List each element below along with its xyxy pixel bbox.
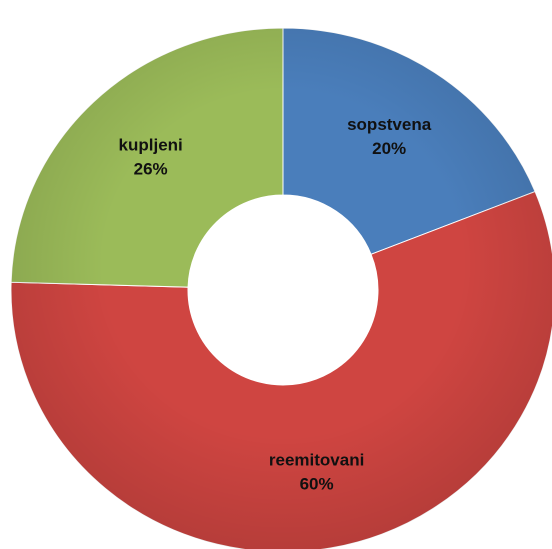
segment-value-label: 60% bbox=[300, 475, 334, 494]
segment-label: sopstvena bbox=[347, 115, 432, 134]
segment-value-label: 26% bbox=[134, 160, 168, 179]
segment-label: reemitovani bbox=[269, 451, 364, 470]
segment-value-label: 20% bbox=[372, 139, 406, 158]
donut-segment bbox=[10, 27, 284, 288]
segment-label: kupljeni bbox=[119, 136, 183, 155]
